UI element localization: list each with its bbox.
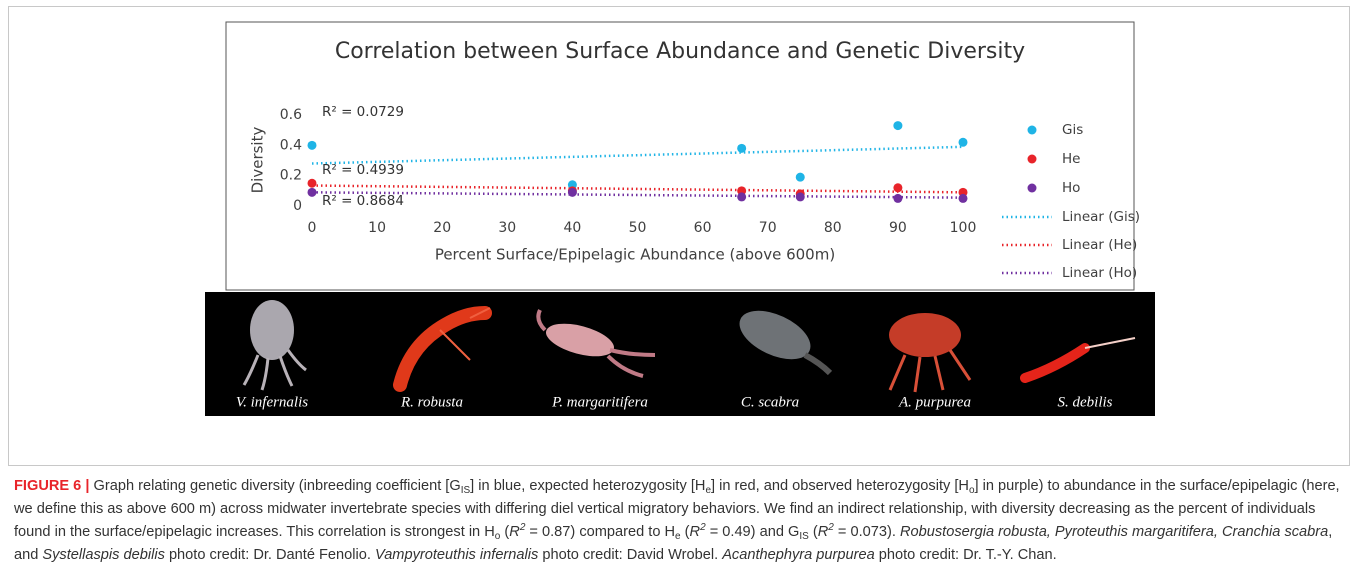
caption-run: Graph relating genetic diversity (inbree…: [89, 478, 460, 494]
x-tick-label: 90: [889, 220, 907, 236]
legend-marker: [1028, 155, 1037, 164]
caption-run: = 0.073).: [834, 524, 900, 540]
page: Correlation between Surface Abundance an…: [0, 0, 1357, 581]
point: [737, 192, 746, 201]
legend-label: Linear (Gis): [1062, 209, 1140, 225]
caption-run: Vampyroteuthis infernalis: [375, 547, 538, 563]
caption-run: Systellaspis debilis: [42, 547, 164, 563]
caption-run: (: [500, 524, 509, 540]
caption-run: (: [809, 524, 818, 540]
caption-run: = 0.49) and G: [706, 524, 800, 540]
caption-run: ] in blue, expected heterozygosity [H: [470, 478, 705, 494]
x-tick-label: 40: [563, 220, 581, 236]
x-tick-label: 10: [368, 220, 386, 236]
point: [568, 188, 577, 197]
x-tick-label: 100: [950, 220, 977, 236]
caption-run: IS: [799, 531, 808, 542]
caption-run: photo credit: Dr. T.-Y. Chan.: [875, 547, 1057, 563]
point: [959, 194, 968, 203]
legend-marker: [1028, 184, 1037, 193]
r2-annotation: R² = 0.4939: [322, 162, 404, 178]
point: [796, 173, 805, 182]
r2-annotation: R² = 0.0729: [322, 104, 404, 120]
x-axis-label: Percent Surface/Epipelagic Abundance (ab…: [435, 246, 835, 264]
legend-label: He: [1062, 151, 1080, 167]
legend-label: Gis: [1062, 122, 1083, 138]
caption-run: R: [690, 524, 701, 540]
photo-label: P. margaritifera: [551, 394, 648, 410]
point: [959, 138, 968, 147]
caption-run: Acanthephyra purpurea: [722, 547, 875, 563]
chart-title: Correlation between Surface Abundance an…: [335, 39, 1025, 64]
x-tick-label: 70: [759, 220, 777, 236]
caption-run: ] in red, and observed heterozygosity [H: [711, 478, 969, 494]
caption-run: FIGURE 6 |: [14, 478, 89, 494]
x-tick-label: 80: [824, 220, 842, 236]
legend-label: Linear (He): [1062, 237, 1137, 253]
figure: Correlation between Surface Abundance an…: [0, 0, 1357, 470]
point: [893, 183, 902, 192]
x-tick-label: 50: [629, 220, 647, 236]
legend-label: Linear (Ho): [1062, 265, 1137, 281]
photo-label: S. debilis: [1058, 394, 1113, 410]
point: [893, 121, 902, 130]
photo-label: V. infernalis: [236, 394, 308, 410]
point: [796, 192, 805, 201]
x-tick-label: 60: [694, 220, 712, 236]
caption-run: R: [818, 524, 829, 540]
y-tick-label: 0.4: [280, 137, 302, 153]
photo-label: C. scabra: [741, 394, 799, 410]
photo-label: A. purpurea: [898, 394, 971, 410]
photo-label: R. robusta: [400, 394, 463, 410]
point: [737, 144, 746, 153]
y-tick-label: 0: [293, 198, 302, 214]
photo-strip: [205, 292, 1155, 416]
r2-annotation: R² = 0.8684: [322, 193, 404, 209]
x-tick-label: 30: [498, 220, 516, 236]
caption-run: photo credit: Dr. Danté Fenolio.: [165, 547, 375, 563]
caption-run: Robustosergia robusta, Pyroteuthis marga…: [900, 524, 1328, 540]
point: [308, 188, 317, 197]
caption-run: photo credit: David Wrobel.: [538, 547, 722, 563]
point: [308, 141, 317, 150]
x-tick-label: 0: [308, 220, 317, 236]
caption-run: (: [681, 524, 690, 540]
caption-run: IS: [461, 485, 470, 496]
point: [893, 194, 902, 203]
x-tick-label: 20: [433, 220, 451, 236]
legend-label: Ho: [1062, 180, 1080, 196]
y-tick-label: 0.2: [280, 168, 302, 184]
caption-run: R: [509, 524, 520, 540]
y-axis-label: Diversity: [249, 127, 267, 194]
point: [308, 179, 317, 188]
caption-run: = 0.87) compared to H: [525, 524, 675, 540]
legend-marker: [1028, 126, 1037, 135]
y-tick-label: 0.6: [280, 107, 302, 123]
caption: FIGURE 6 | Graph relating genetic divers…: [14, 475, 1344, 567]
